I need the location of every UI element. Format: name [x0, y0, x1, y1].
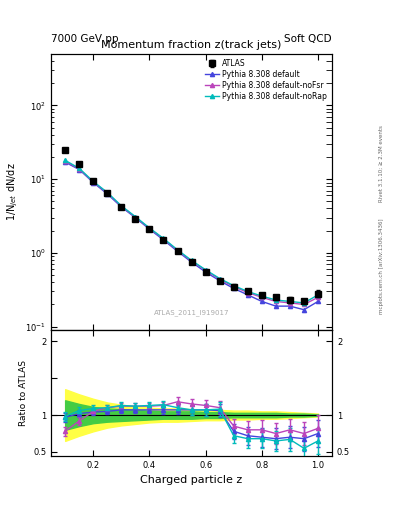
Pythia 8.308 default-noFsr	[175, 247, 180, 253]
Pythia 8.308 default-noFsr	[274, 298, 278, 305]
Pythia 8.308 default	[147, 226, 152, 232]
Pythia 8.308 default-noFsr	[259, 294, 264, 301]
Pythia 8.308 default	[203, 269, 208, 275]
Pythia 8.308 default	[316, 298, 320, 305]
Text: Soft QCD: Soft QCD	[285, 33, 332, 44]
Y-axis label: 1/N$_{jet}$ dN/dz: 1/N$_{jet}$ dN/dz	[6, 163, 20, 221]
Pythia 8.308 default-noRap	[203, 267, 208, 273]
Pythia 8.308 default-noRap	[91, 178, 95, 184]
Line: Pythia 8.308 default-noRap: Pythia 8.308 default-noRap	[63, 158, 320, 305]
Pythia 8.308 default	[189, 259, 194, 265]
Pythia 8.308 default	[161, 237, 166, 243]
Pythia 8.308 default-noFsr	[119, 203, 124, 209]
Text: ATLAS_2011_I919017: ATLAS_2011_I919017	[154, 310, 230, 316]
Pythia 8.308 default-noRap	[274, 297, 278, 303]
Pythia 8.308 default	[274, 303, 278, 309]
Pythia 8.308 default-noFsr	[105, 190, 110, 196]
Pythia 8.308 default	[217, 278, 222, 284]
Pythia 8.308 default	[175, 248, 180, 254]
X-axis label: Charged particle z: Charged particle z	[140, 475, 243, 485]
Pythia 8.308 default	[245, 292, 250, 298]
Pythia 8.308 default	[288, 303, 292, 309]
Pythia 8.308 default-noRap	[105, 189, 110, 196]
Pythia 8.308 default-noRap	[288, 298, 292, 305]
Pythia 8.308 default-noFsr	[161, 236, 166, 242]
Text: mcplots.cern.ch [arXiv:1306.3436]: mcplots.cern.ch [arXiv:1306.3436]	[379, 219, 384, 314]
Pythia 8.308 default-noRap	[175, 247, 180, 253]
Pythia 8.308 default	[133, 215, 138, 221]
Pythia 8.308 default-noRap	[231, 283, 236, 289]
Pythia 8.308 default	[119, 204, 124, 210]
Pythia 8.308 default-noRap	[161, 236, 166, 242]
Pythia 8.308 default-noRap	[119, 203, 124, 209]
Title: Momentum fraction z(track jets): Momentum fraction z(track jets)	[101, 40, 282, 50]
Pythia 8.308 default-noFsr	[147, 225, 152, 231]
Pythia 8.308 default-noFsr	[133, 214, 138, 220]
Pythia 8.308 default	[63, 159, 68, 165]
Pythia 8.308 default-noRap	[77, 165, 82, 172]
Pythia 8.308 default	[105, 191, 110, 197]
Pythia 8.308 default-noRap	[63, 157, 68, 163]
Pythia 8.308 default-noRap	[147, 225, 152, 231]
Pythia 8.308 default	[231, 285, 236, 291]
Line: Pythia 8.308 default-noFsr: Pythia 8.308 default-noFsr	[63, 159, 320, 307]
Pythia 8.308 default-noFsr	[288, 300, 292, 306]
Pythia 8.308 default-noFsr	[217, 276, 222, 282]
Pythia 8.308 default-noFsr	[77, 166, 82, 172]
Pythia 8.308 default-noRap	[316, 292, 320, 298]
Pythia 8.308 default	[259, 298, 264, 305]
Pythia 8.308 default-noRap	[302, 300, 307, 306]
Y-axis label: Ratio to ATLAS: Ratio to ATLAS	[18, 360, 28, 426]
Line: Pythia 8.308 default: Pythia 8.308 default	[63, 160, 320, 312]
Pythia 8.308 default-noRap	[245, 288, 250, 294]
Text: 7000 GeV pp: 7000 GeV pp	[51, 33, 119, 44]
Legend: ATLAS, Pythia 8.308 default, Pythia 8.308 default-noFsr, Pythia 8.308 default-no: ATLAS, Pythia 8.308 default, Pythia 8.30…	[204, 57, 328, 102]
Pythia 8.308 default-noFsr	[302, 302, 307, 308]
Pythia 8.308 default-noFsr	[316, 294, 320, 301]
Pythia 8.308 default	[91, 179, 95, 185]
Pythia 8.308 default-noFsr	[203, 267, 208, 273]
Pythia 8.308 default	[77, 166, 82, 173]
Pythia 8.308 default-noRap	[217, 275, 222, 282]
Pythia 8.308 default-noFsr	[231, 284, 236, 290]
Pythia 8.308 default-noRap	[259, 293, 264, 299]
Text: Rivet 3.1.10; ≥ 2.3M events: Rivet 3.1.10; ≥ 2.3M events	[379, 125, 384, 202]
Pythia 8.308 default-noFsr	[91, 179, 95, 185]
Pythia 8.308 default-noRap	[189, 258, 194, 264]
Pythia 8.308 default	[302, 307, 307, 313]
Pythia 8.308 default-noRap	[133, 214, 138, 220]
Pythia 8.308 default-noFsr	[245, 289, 250, 295]
Pythia 8.308 default-noFsr	[189, 258, 194, 264]
Pythia 8.308 default-noFsr	[63, 158, 68, 164]
